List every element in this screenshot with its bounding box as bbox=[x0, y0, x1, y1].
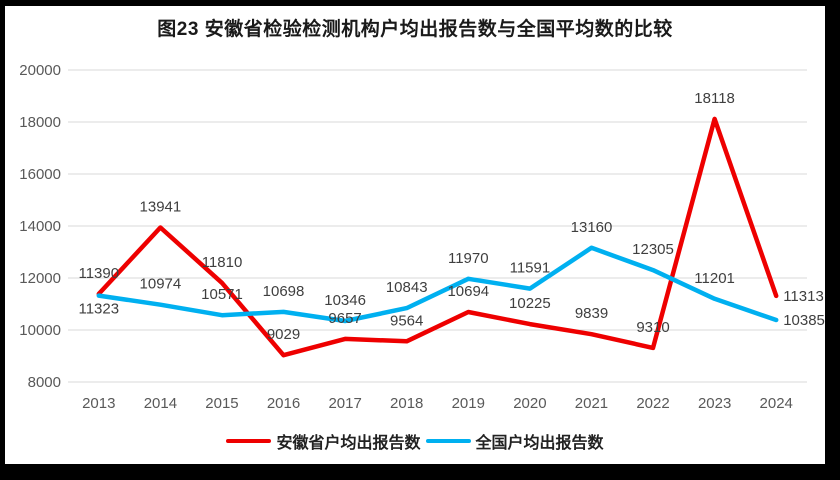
y-axis-tick-label: 10000 bbox=[19, 322, 61, 339]
data-label: 18118 bbox=[694, 90, 735, 107]
data-label: 9564 bbox=[390, 312, 423, 329]
chart-canvas bbox=[5, 6, 825, 464]
x-axis-tick-label: 2020 bbox=[513, 395, 546, 412]
data-label: 11390 bbox=[78, 265, 119, 282]
series-line-national bbox=[96, 245, 779, 324]
x-axis-tick-label: 2021 bbox=[575, 395, 608, 412]
data-label: 10571 bbox=[201, 286, 243, 303]
data-label: 9839 bbox=[575, 305, 608, 322]
data-label: 10974 bbox=[140, 276, 182, 293]
data-label: 13941 bbox=[140, 199, 182, 216]
legend-item-anhui: 安徽省户均出报告数 bbox=[226, 429, 421, 453]
data-label: 10694 bbox=[447, 283, 489, 300]
x-axis-tick-label: 2019 bbox=[452, 395, 485, 412]
legend-label: 全国户均出报告数 bbox=[475, 435, 604, 452]
x-axis-tick-label: 2014 bbox=[144, 395, 177, 412]
y-axis-tick-label: 16000 bbox=[19, 166, 61, 183]
data-label: 11810 bbox=[202, 254, 243, 271]
series-line-anhui bbox=[96, 116, 779, 358]
x-axis-tick-label: 2023 bbox=[698, 395, 731, 412]
x-axis-tick-label: 2022 bbox=[636, 395, 669, 412]
x-axis-tick-label: 2016 bbox=[267, 395, 300, 412]
data-label: 10843 bbox=[386, 279, 428, 296]
data-label: 10385 bbox=[783, 312, 825, 329]
data-label: 13160 bbox=[571, 219, 613, 236]
data-label: 12305 bbox=[632, 241, 674, 258]
data-label: 11323 bbox=[78, 301, 119, 318]
data-label: 10225 bbox=[509, 295, 551, 312]
data-label: 9657 bbox=[328, 310, 361, 327]
x-axis-tick-label: 2015 bbox=[205, 395, 238, 412]
x-axis-tick-label: 2018 bbox=[390, 395, 423, 412]
legend-line-swatch bbox=[425, 439, 471, 443]
data-label: 10346 bbox=[324, 292, 366, 309]
data-label: 11201 bbox=[694, 270, 735, 287]
data-label: 9310 bbox=[636, 319, 669, 336]
x-axis-tick-label: 2017 bbox=[328, 395, 361, 412]
y-axis-tick-label: 18000 bbox=[19, 114, 61, 131]
y-axis-tick-label: 14000 bbox=[19, 218, 61, 235]
legend-label: 安徽省户均出报告数 bbox=[276, 435, 421, 452]
chart-title: 图23 安徽省检验检测机构户均出报告数与全国平均数的比较 bbox=[157, 19, 673, 40]
data-label: 11313 bbox=[783, 288, 824, 305]
legend-item-national: 全国户均出报告数 bbox=[425, 429, 604, 453]
y-axis-tick-label: 12000 bbox=[19, 270, 61, 287]
x-axis-tick-label: 2013 bbox=[82, 395, 115, 412]
chart-legend: 安徽省户均出报告数 全国户均出报告数 bbox=[5, 430, 825, 452]
data-label: 11591 bbox=[510, 260, 551, 277]
data-label: 11970 bbox=[448, 250, 489, 267]
y-axis-tick-label: 8000 bbox=[28, 374, 61, 391]
y-axis-tick-label: 20000 bbox=[19, 62, 61, 79]
x-axis-tick-label: 2024 bbox=[760, 395, 793, 412]
data-label: 9029 bbox=[267, 326, 300, 343]
data-label: 10698 bbox=[263, 283, 305, 300]
legend-line-swatch bbox=[226, 439, 272, 443]
